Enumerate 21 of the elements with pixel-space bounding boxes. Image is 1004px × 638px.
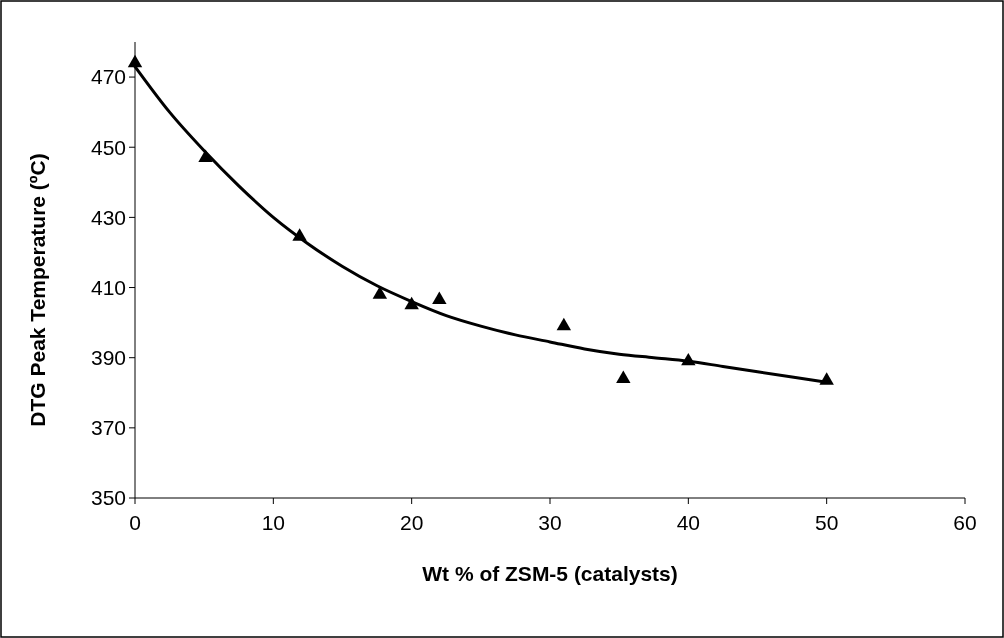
x-tick-label: 60 bbox=[953, 511, 977, 534]
point bbox=[556, 317, 572, 331]
y-tick-label: 470 bbox=[90, 65, 126, 89]
x-tick-label: 20 bbox=[399, 511, 424, 534]
y-tick-label: 390 bbox=[90, 346, 126, 370]
y-tick-label: 410 bbox=[90, 275, 126, 299]
y-axis-title: DTG Peak Temperature (ºC) bbox=[26, 153, 49, 427]
y-tick-label: 350 bbox=[90, 486, 126, 510]
x-tick-label: 0 bbox=[129, 511, 141, 534]
point bbox=[127, 54, 143, 68]
x-tick-label: 40 bbox=[676, 511, 701, 534]
x-tick-label: 30 bbox=[538, 511, 562, 534]
x-tick-label: 50 bbox=[814, 511, 839, 534]
point bbox=[616, 370, 631, 383]
x-axis-title: Wt % of ZSM-5 (catalysts) bbox=[422, 562, 678, 585]
point bbox=[372, 286, 388, 299]
y-tick-label: 370 bbox=[90, 416, 126, 440]
y-tick-label: 430 bbox=[90, 205, 126, 229]
x-tick-label: 10 bbox=[261, 511, 286, 534]
y-tick-label: 450 bbox=[90, 135, 126, 159]
point bbox=[432, 291, 447, 304]
